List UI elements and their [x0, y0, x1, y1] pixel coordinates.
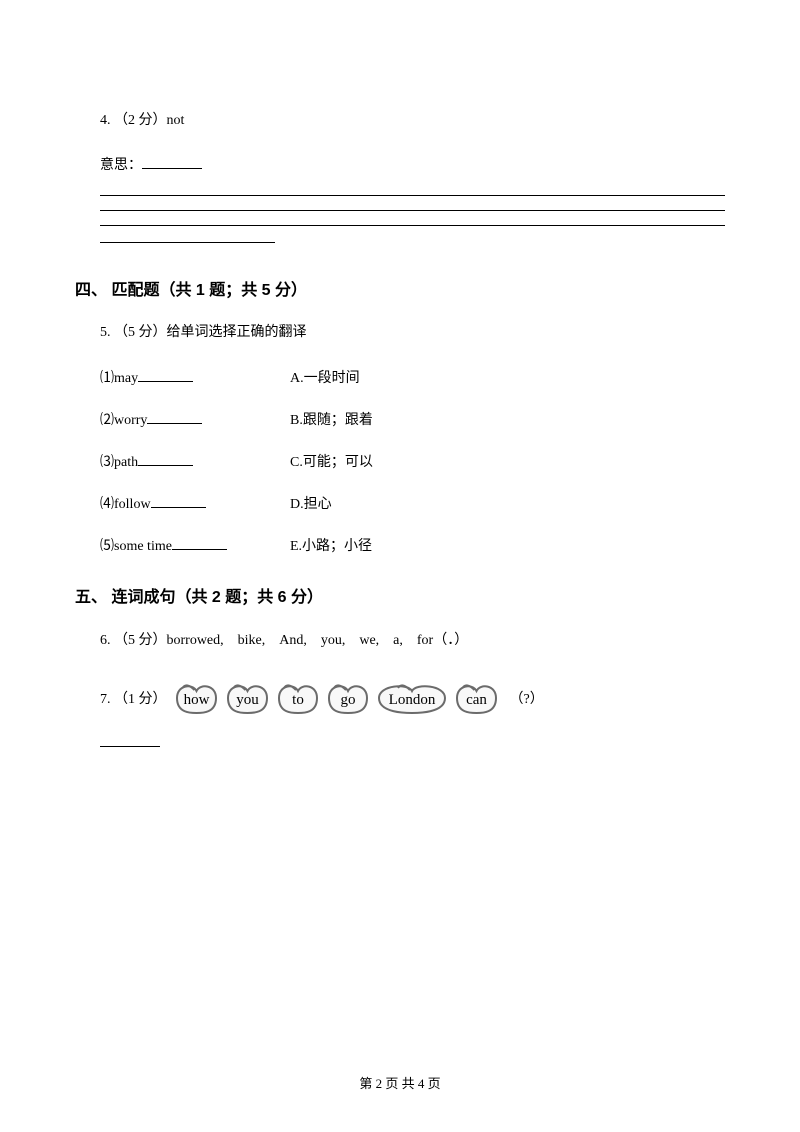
word-ball-text: how: [183, 692, 209, 708]
match-row: ⑸some timeE.小路；小径: [100, 535, 725, 555]
word-ball-text: London: [388, 692, 435, 708]
q4-line: [100, 184, 725, 196]
q7-blank-line: [100, 733, 160, 747]
page-footer: 第 2 页 共 4 页: [0, 1073, 800, 1092]
q4-stack: [100, 184, 725, 248]
question-4: 4. （2 分）not 意思：: [75, 110, 725, 248]
q4-meaning: 意思：: [100, 154, 725, 174]
q7-answer-blank: [100, 733, 725, 752]
section-5-heading: 五、 连词成句（共 2 题；共 6 分）: [75, 583, 725, 607]
match-right: A.一段时间: [290, 367, 360, 387]
q7-prefix: 7. （1 分）: [100, 688, 167, 708]
word-ball-icon: London: [375, 679, 449, 717]
q5-label: 5. （5 分）给单词选择正确的翻译: [100, 322, 725, 344]
q4-label: 4. （2 分）not: [100, 110, 725, 132]
word-ball-icon: how: [173, 679, 220, 717]
match-left: ⑵worry: [100, 409, 290, 429]
match-row: ⑴mayA.一段时间: [100, 367, 725, 387]
word-ball-icon: you: [224, 679, 271, 717]
word-ball-text: you: [236, 692, 259, 708]
q5-items: ⑴mayA.一段时间 ⑵worryB.跟随；跟着 ⑶pathC.可能；可以 ⑷foll…: [75, 367, 725, 555]
q7-word-balls: how you to go London can: [173, 679, 500, 717]
q4-meaning-prefix: 意思：: [100, 158, 142, 173]
q4-line-tail: [220, 229, 275, 243]
question-7: 7. （1 分） how you to go London can （?）: [100, 679, 725, 717]
match-right: D.担心: [290, 493, 332, 513]
match-right: B.跟随；跟着: [290, 409, 373, 429]
match-left: ⑸some time: [100, 535, 290, 555]
word-ball-text: to: [292, 692, 304, 708]
word-ball-text: can: [466, 692, 487, 708]
q4-meaning-blank: [142, 155, 202, 169]
match-right: C.可能；可以: [290, 451, 373, 471]
word-ball-text: go: [340, 692, 355, 708]
match-row: ⑶pathC.可能；可以: [100, 451, 725, 471]
word-ball-icon: go: [325, 679, 371, 717]
match-row: ⑵worryB.跟随；跟着: [100, 409, 725, 429]
match-left: ⑷follow: [100, 493, 290, 513]
question-6: 6. （5 分）borrowed, bike, And, you, we, a,…: [100, 629, 725, 649]
match-left: ⑴may: [100, 367, 290, 387]
q4-line: [100, 199, 725, 211]
q4-line: [100, 214, 725, 226]
match-row: ⑷followD.担心: [100, 493, 725, 513]
question-5: 5. （5 分）给单词选择正确的翻译 ⑴mayA.一段时间 ⑵worryB.跟随；…: [75, 322, 725, 554]
word-ball-icon: to: [275, 679, 321, 717]
word-ball-icon: can: [453, 679, 500, 717]
section-4-heading: 四、 匹配题（共 1 题；共 5 分）: [75, 276, 725, 300]
q7-suffix: （?）: [510, 688, 544, 708]
match-right: E.小路；小径: [290, 535, 372, 555]
match-left: ⑶path: [100, 451, 290, 471]
q4-line: [100, 231, 220, 243]
